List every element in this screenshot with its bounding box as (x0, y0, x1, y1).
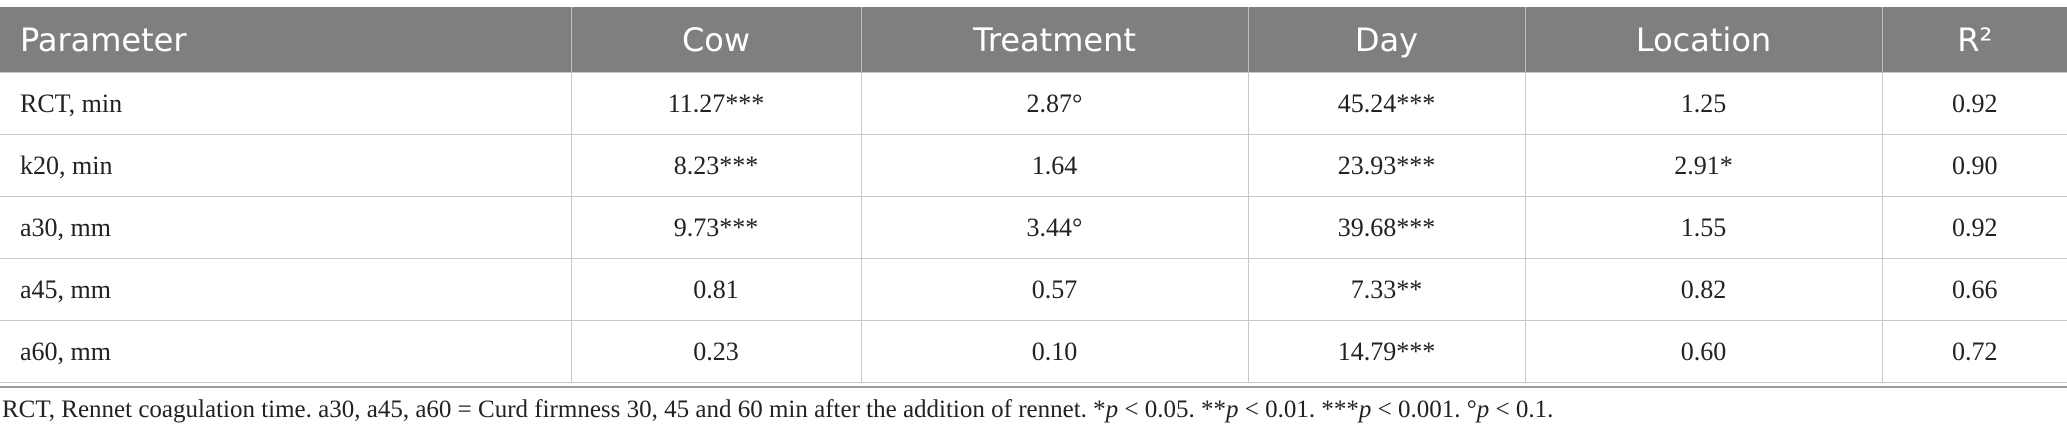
table-cell: 23.93*** (1247, 134, 1526, 197)
table-cell: 11.27*** (570, 72, 862, 135)
table-cell: 39.68*** (1247, 196, 1526, 259)
data-table: Parameter Cow Treatment Day Location R² RCT, … (0, 7, 2067, 383)
table-body: RCT, min 11.27*** 2.87° 45.24*** 1.25 0.92 k20… (0, 72, 2067, 383)
header-row: Parameter Cow Treatment Day Location R² (0, 7, 2067, 73)
table-row: a45, mm 0.81 0.57 7.33** 0.82 0.66 (0, 258, 2067, 321)
table-cell: 9.73*** (570, 196, 862, 259)
table-cell: 0.23 (570, 320, 862, 383)
table-row: a60, mm 0.23 0.10 14.79*** 0.60 0.72 (0, 320, 2067, 383)
column-header: Cow (570, 7, 861, 73)
table-cell: 0.72 (1881, 320, 2067, 383)
table-cell: 0.66 (1881, 258, 2067, 321)
table-cell: 0.90 (1881, 134, 2067, 197)
table-cell: 8.23*** (570, 134, 862, 197)
row-label: k20, min (0, 134, 572, 197)
table-cell: 45.24*** (1247, 72, 1526, 135)
table-cell: 1.64 (860, 134, 1249, 197)
footnote-text: p (1105, 396, 1119, 423)
table-cell: 0.60 (1524, 320, 1883, 383)
table-cell: 7.33** (1247, 258, 1526, 321)
row-label: a60, mm (0, 320, 572, 383)
row-label: a30, mm (0, 196, 572, 259)
table-cell: 2.91* (1524, 134, 1883, 197)
footnote-rule (0, 386, 2067, 388)
footnote-text: p (1226, 396, 1239, 423)
footnote-text: p (1476, 396, 1490, 423)
table-cell: 0.92 (1881, 196, 2067, 259)
column-header: Location (1524, 7, 1882, 73)
table-cell: 14.79*** (1247, 320, 1526, 383)
column-header: R² (1881, 7, 2067, 73)
table-row: RCT, min 11.27*** 2.87° 45.24*** 1.25 0.92 (0, 72, 2067, 135)
row-label: RCT, min (0, 72, 572, 135)
footnote-text: < 0.01. *** (1238, 396, 1359, 423)
table-cell: 0.92 (1881, 72, 2067, 135)
table-cell: 1.55 (1524, 196, 1883, 259)
footnote-text: < 0.1. (1489, 396, 1554, 423)
table-cell: 0.81 (570, 258, 862, 321)
footnote: RCT, Rennet coagulation time. a30, a45, … (2, 396, 1553, 424)
footnote-text: p (1358, 396, 1372, 423)
footnote-text: < 0.05. ** (1118, 396, 1227, 423)
column-header: Parameter (0, 7, 571, 73)
table-cell: 2.87° (860, 72, 1249, 135)
table-row: k20, min 8.23*** 1.64 23.93*** 2.91* 0.90 (0, 134, 2067, 197)
footnote-text: RCT, Rennet coagulation time. a30, a45, … (2, 396, 1106, 423)
table-row: a30, mm 9.73*** 3.44° 39.68*** 1.55 0.92 (0, 196, 2067, 259)
column-header: Day (1247, 7, 1525, 73)
column-header: Treatment (860, 7, 1248, 73)
row-label: a45, mm (0, 258, 572, 321)
footnote-text: < 0.001. ° (1371, 396, 1477, 423)
table-cell: 3.44° (860, 196, 1249, 259)
table-cell: 0.10 (860, 320, 1249, 383)
table-cell: 0.57 (860, 258, 1249, 321)
table-cell: 1.25 (1524, 72, 1883, 135)
table-cell: 0.82 (1524, 258, 1883, 321)
